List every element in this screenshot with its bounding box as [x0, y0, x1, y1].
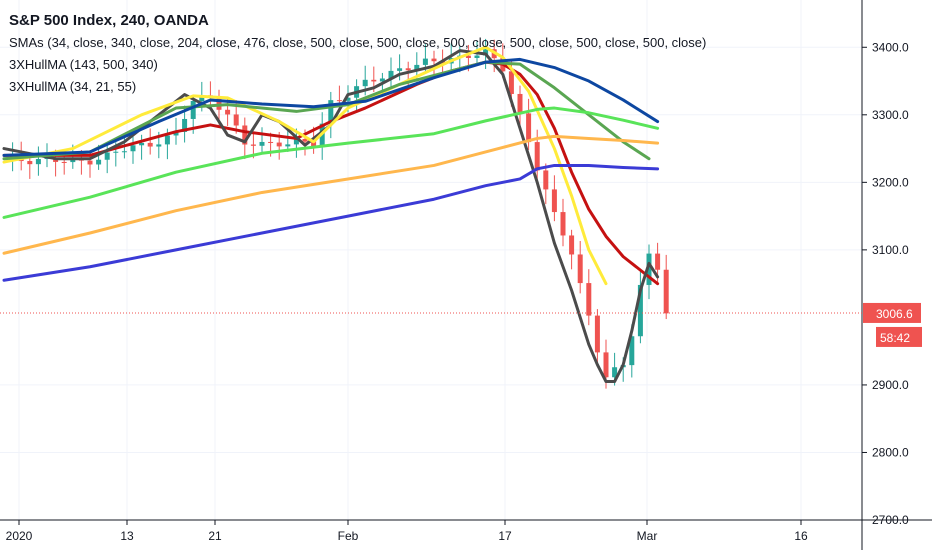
candle-body	[147, 142, 153, 147]
candle-body	[483, 49, 489, 56]
candle-body	[285, 144, 291, 147]
candle-body	[534, 142, 540, 171]
candle-body	[242, 125, 248, 145]
candle-body	[371, 79, 377, 82]
candle-body	[397, 68, 403, 71]
candle-body	[328, 100, 334, 124]
candle-body	[27, 161, 33, 165]
candle-body	[655, 253, 661, 270]
candle-body	[422, 58, 428, 65]
candle-body	[87, 160, 93, 165]
price-axis: 3400.03300.03200.03100.02900.02800.02700…	[861, 0, 932, 550]
countdown-label: 58:42	[880, 331, 910, 345]
candle-body	[388, 70, 394, 79]
price-axis-bg	[862, 0, 932, 550]
ma-line	[2, 60, 651, 161]
candle-body	[173, 131, 179, 136]
candle-body	[362, 79, 368, 87]
candle-body	[104, 152, 110, 160]
legend-hull-1[interactable]: 3XHullMA (143, 500, 340)	[9, 57, 158, 72]
candle-body	[431, 58, 437, 62]
time-tick-label: Mar	[637, 529, 658, 543]
ma-line	[2, 134, 660, 255]
candle-body	[199, 95, 205, 101]
candle-body	[637, 284, 643, 337]
candle-body	[121, 151, 127, 153]
candle-body	[569, 235, 575, 255]
ma-line	[2, 163, 660, 282]
candle-body	[629, 336, 635, 366]
candle-body	[594, 315, 600, 353]
candle-body	[156, 144, 162, 147]
candle-body	[70, 159, 76, 163]
candle-body	[586, 283, 592, 316]
candle-body	[336, 100, 342, 102]
candle-body	[276, 142, 282, 147]
candle-body	[551, 189, 557, 213]
candle-body	[311, 141, 317, 148]
moving-average-lines	[2, 45, 660, 384]
candle-body	[508, 71, 514, 94]
candle-body	[225, 109, 231, 115]
last-price-badge	[863, 302, 921, 323]
candle-body	[293, 138, 299, 145]
candle-body	[577, 254, 583, 284]
time-axis: 2020 13 21 Feb 17 Mar 16	[0, 519, 932, 543]
candle-body	[560, 212, 566, 236]
candle-body	[302, 138, 308, 142]
candle-body	[612, 367, 618, 378]
legend-hull-2[interactable]: 3XHullMA (34, 21, 55)	[9, 79, 137, 94]
candle-body	[233, 114, 239, 126]
candle-body	[250, 144, 256, 146]
price-tick-label: 3200.0	[872, 175, 909, 189]
time-tick-label: 13	[120, 529, 134, 543]
candle-body	[405, 68, 411, 71]
candle-body	[35, 159, 41, 165]
price-tick-label: 3100.0	[872, 243, 909, 257]
symbol-title[interactable]: S&P 500 Index, 240, OANDA	[9, 12, 209, 29]
candle-body	[216, 96, 222, 110]
candle-body	[603, 352, 609, 378]
price-tick-label: 3300.0	[872, 108, 909, 122]
countdown-badge	[876, 326, 922, 347]
candle-body	[190, 100, 196, 119]
candle-body	[414, 64, 420, 71]
chart-grid	[0, 0, 862, 521]
candle-body	[345, 97, 351, 101]
price-tick-label: 2900.0	[872, 378, 909, 392]
price-labels: 3006.6 58:42	[863, 302, 922, 347]
candle-body	[268, 141, 274, 143]
candle-body	[526, 113, 532, 143]
time-tick-label: 17	[498, 529, 512, 543]
price-tick-label: 2800.0	[872, 445, 909, 459]
legend-sma[interactable]: SMAs (34, close, 340, close, 204, close,…	[9, 35, 707, 50]
candle-body	[182, 118, 188, 132]
candle-body	[96, 159, 102, 165]
candle-body	[465, 55, 471, 58]
candle-body	[130, 145, 136, 152]
candle-body	[474, 55, 480, 58]
time-tick-label: 16	[794, 529, 808, 543]
candle-body	[646, 253, 652, 285]
candle-body	[139, 142, 145, 146]
time-tick-label: Feb	[338, 529, 359, 543]
chart-legend: S&P 500 Index, 240, OANDA SMAs (34, clos…	[9, 12, 706, 98]
candle-body	[259, 141, 265, 146]
candle-body	[379, 78, 385, 82]
candle-body	[113, 151, 119, 153]
ma-line	[2, 49, 660, 384]
candle-body	[663, 269, 669, 314]
candle-body	[543, 170, 549, 190]
ma-line	[2, 57, 660, 157]
ma-line	[2, 106, 660, 219]
time-tick-label: 21	[208, 529, 222, 543]
time-tick-label: 2020	[6, 529, 33, 543]
price-tick-label: 3400.0	[872, 40, 909, 54]
candle-body	[61, 161, 67, 163]
candle-body	[164, 135, 170, 145]
candle-body	[517, 93, 523, 114]
last-price-label: 3006.6	[876, 307, 913, 321]
